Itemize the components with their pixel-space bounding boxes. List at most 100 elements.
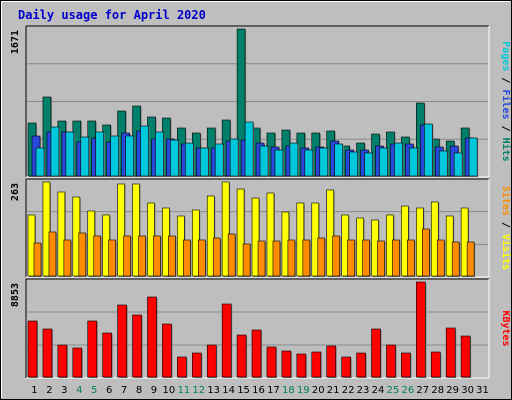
- x-tick-label: 21: [327, 385, 340, 396]
- visits-panel-bar-sites: [302, 239, 311, 277]
- hits-panel-bar-pages: [438, 150, 448, 177]
- hits-panel-bar-pages: [364, 152, 373, 177]
- visits-panel-bar-visits: [206, 195, 215, 277]
- visits-panel-bar-sites: [78, 232, 87, 277]
- hits-panel-bar-pages: [289, 142, 299, 177]
- x-tick-label: 30: [461, 385, 474, 396]
- kbytes-panel-bar-kbytes: [356, 352, 366, 378]
- kbytes-panel-bar-kbytes: [251, 329, 262, 378]
- kbytes-panel-bar-kbytes: [445, 327, 456, 378]
- visits-panel-axis-label: Sites / Visits: [500, 186, 512, 270]
- visits-panel-bar-sites: [287, 239, 296, 277]
- hits-panel-bar-pages: [274, 149, 284, 177]
- kbytes-panel-bar-kbytes: [430, 351, 441, 378]
- x-tick-label: 18: [282, 385, 295, 396]
- visits-panel-ymax-label: 263: [10, 183, 21, 201]
- hits-panel-bar-pages: [319, 147, 329, 177]
- kbytes-panel-bar-kbytes: [87, 320, 98, 378]
- kbytes-panel-bar-kbytes: [371, 328, 381, 378]
- kbytes-panel-bar-kbytes: [117, 304, 127, 378]
- x-tick-label: 3: [61, 385, 67, 396]
- x-tick-label: 13: [207, 385, 220, 396]
- kbytes-panel-bar-kbytes: [42, 328, 53, 378]
- x-tick-label: 6: [106, 385, 112, 396]
- kbytes-panel-bar-kbytes: [416, 281, 426, 378]
- hits-panel-axis-label: Pages / Files / Hits: [500, 41, 512, 161]
- hits-panel-ymax-label: 1671: [10, 30, 21, 54]
- visits-panel-axis-label-part: /: [500, 216, 511, 234]
- x-tick-label: 26: [401, 385, 414, 396]
- hits-panel-axis-label-part: /: [500, 120, 511, 138]
- hits-panel-bar-pages: [185, 142, 194, 177]
- hits-panel-bar-pages: [65, 131, 75, 177]
- kbytes-panel-bar-kbytes: [177, 356, 187, 378]
- hits-panel-bar-pages: [259, 145, 269, 177]
- hits-panel-axis-label-part: Pages: [500, 41, 511, 71]
- hits-panel-bar-pages: [110, 135, 119, 177]
- x-tick-label: 14: [222, 385, 235, 396]
- hits-panel-bar-pages: [453, 152, 463, 177]
- visits-panel-bar-sites: [108, 239, 116, 277]
- kbytes-panel-bar-kbytes: [27, 320, 38, 378]
- x-tick-label: 4: [76, 385, 82, 396]
- x-tick-label: 2: [46, 385, 52, 396]
- kbytes-panel-bar-kbytes: [281, 350, 292, 378]
- visits-panel-bar-sites: [242, 243, 251, 277]
- hits-panel-axis-label-part: Hits: [500, 138, 512, 162]
- visits-panel-bar-sites: [197, 239, 206, 277]
- visits-panel-bar-visits: [296, 202, 305, 277]
- hits-panel-bar-pages: [424, 123, 433, 177]
- visits-panel-bar-sites: [138, 235, 146, 277]
- kbytes-panel-bar-kbytes: [102, 332, 112, 378]
- kbytes-panel-bar-kbytes: [311, 351, 322, 378]
- visits-panel-bar-visits: [57, 191, 66, 277]
- visits-panel-bar-sites: [451, 241, 460, 277]
- hits-panel-bar-pages: [155, 131, 164, 177]
- hits-panel-bar-pages: [304, 149, 314, 177]
- hits-panel-axis-label-part: Files: [500, 89, 512, 119]
- kbytes-panel-bar-kbytes: [296, 353, 307, 378]
- x-tick-label: 24: [372, 385, 385, 396]
- visits-panel-bar-sites: [422, 228, 430, 277]
- kbytes-panel-bar-kbytes: [162, 323, 172, 378]
- hits-panel-bar-pages: [50, 126, 60, 177]
- kbytes-panel-bar-kbytes: [206, 344, 217, 378]
- visits-panel-bar-visits: [251, 197, 260, 277]
- kbytes-panel: 8853 KBytes: [10, 278, 511, 379]
- kbytes-panel-bar-kbytes: [266, 346, 277, 378]
- x-tick-label: 5: [91, 385, 97, 396]
- visits-panel-bar-sites: [257, 240, 266, 277]
- x-tick-label: 23: [357, 385, 370, 396]
- visits-panel-bar-sites: [362, 239, 370, 277]
- visits-panel-bar-sites: [227, 233, 236, 277]
- x-tick-label: 12: [192, 385, 205, 396]
- hits-panel-bar-pages: [95, 131, 105, 177]
- kbytes-panel-bar-kbytes: [326, 345, 337, 378]
- kbytes-panel-bar-kbytes: [341, 356, 351, 378]
- hits-panel-bar-pages: [379, 147, 388, 177]
- kbytes-panel-bar-kbytes: [57, 344, 68, 378]
- x-tick-label: 10: [163, 385, 176, 396]
- kbytes-panel-axis-label: KBytes: [500, 310, 511, 346]
- visits-panel-bar-sites: [392, 239, 400, 277]
- kbytes-panel-ymax-label: 8853: [10, 283, 21, 307]
- visits-panel-bar-sites: [347, 239, 355, 277]
- visits-panel-bar-visits: [266, 192, 275, 277]
- x-tick-label: 1: [31, 385, 37, 396]
- visits-panel-bar-visits: [117, 183, 125, 277]
- kbytes-panel-bar-kbytes: [132, 314, 142, 378]
- x-tick-label: 22: [342, 385, 355, 396]
- x-tick-label: 31: [476, 385, 489, 396]
- visits-panel-bar-sites: [183, 239, 191, 277]
- visits-panel-bar-visits: [326, 189, 335, 277]
- x-tick-label: 7: [121, 385, 127, 396]
- x-tick-label: 15: [237, 385, 250, 396]
- hits-panel-bar-pages: [140, 125, 149, 177]
- x-tick-label: 9: [151, 385, 157, 396]
- kbytes-panel-bar-kbytes: [147, 296, 157, 378]
- hits-panel-bar-pages: [170, 139, 179, 177]
- visits-panel-bar-sites: [93, 235, 102, 277]
- hits-panel-bar-pages: [409, 147, 418, 177]
- x-tick-label: 20: [312, 385, 325, 396]
- hits-panel-bar-pages: [35, 147, 45, 177]
